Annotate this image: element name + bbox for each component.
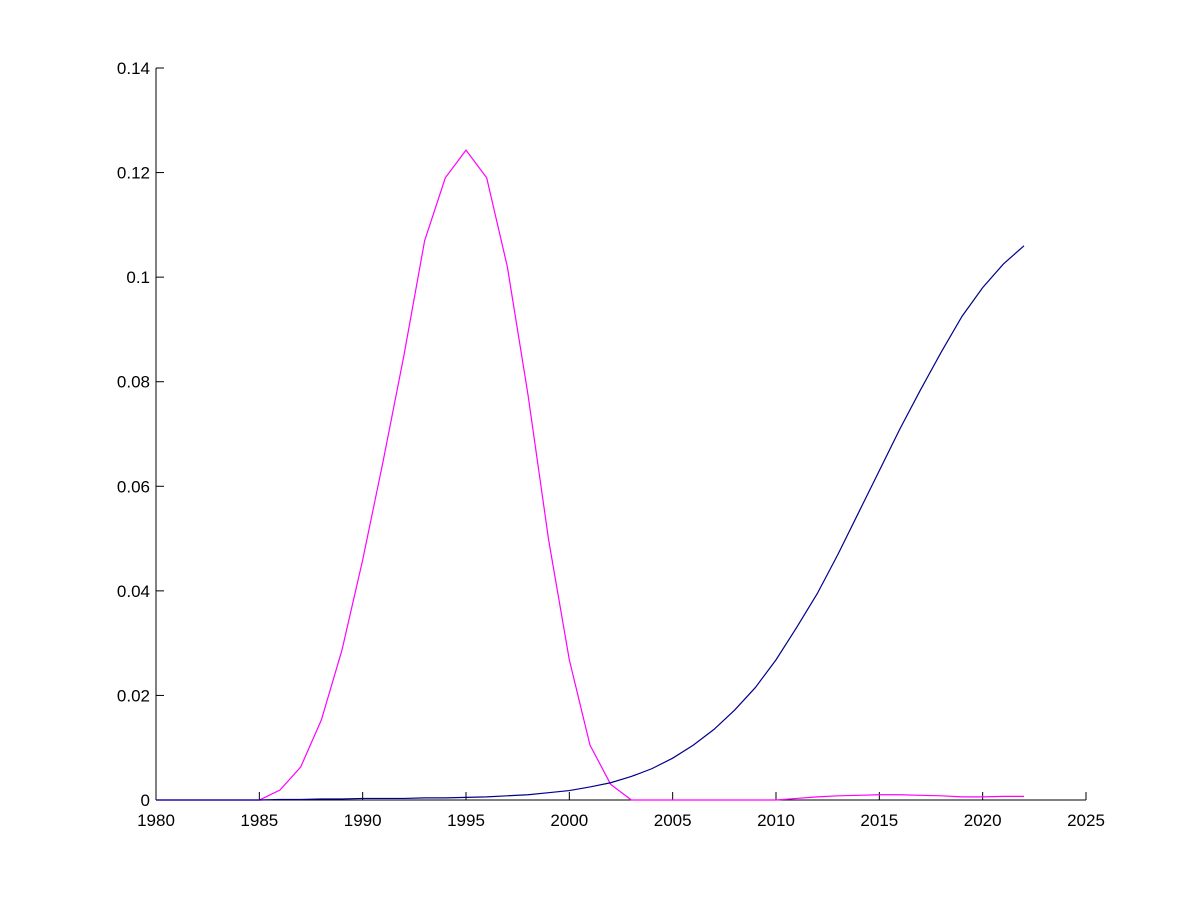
series-line [156, 149, 1024, 801]
y-tick-label: 0.14 [117, 59, 150, 78]
x-tick-label: 1985 [240, 811, 278, 830]
x-tick-label: 2005 [654, 811, 692, 830]
x-tick-label: 1980 [137, 811, 175, 830]
x-tick-label: 2015 [860, 811, 898, 830]
y-tick-label: 0.04 [117, 582, 150, 601]
x-tick-label: 1995 [447, 811, 485, 830]
y-tick-label: 0 [141, 791, 150, 810]
x-tick-label: 1990 [344, 811, 382, 830]
x-tick-label: 2000 [550, 811, 588, 830]
x-tick-label: 2020 [964, 811, 1002, 830]
y-tick-label: 0.02 [117, 686, 150, 705]
y-tick-label: 0.1 [126, 268, 150, 287]
series-line [156, 245, 1025, 801]
x-tick-label: 2025 [1067, 811, 1105, 830]
x-tick-label: 2010 [757, 811, 795, 830]
y-tick-label: 0.06 [117, 477, 150, 496]
y-tick-label: 0.08 [117, 373, 150, 392]
y-tick-label: 0.12 [117, 164, 150, 183]
